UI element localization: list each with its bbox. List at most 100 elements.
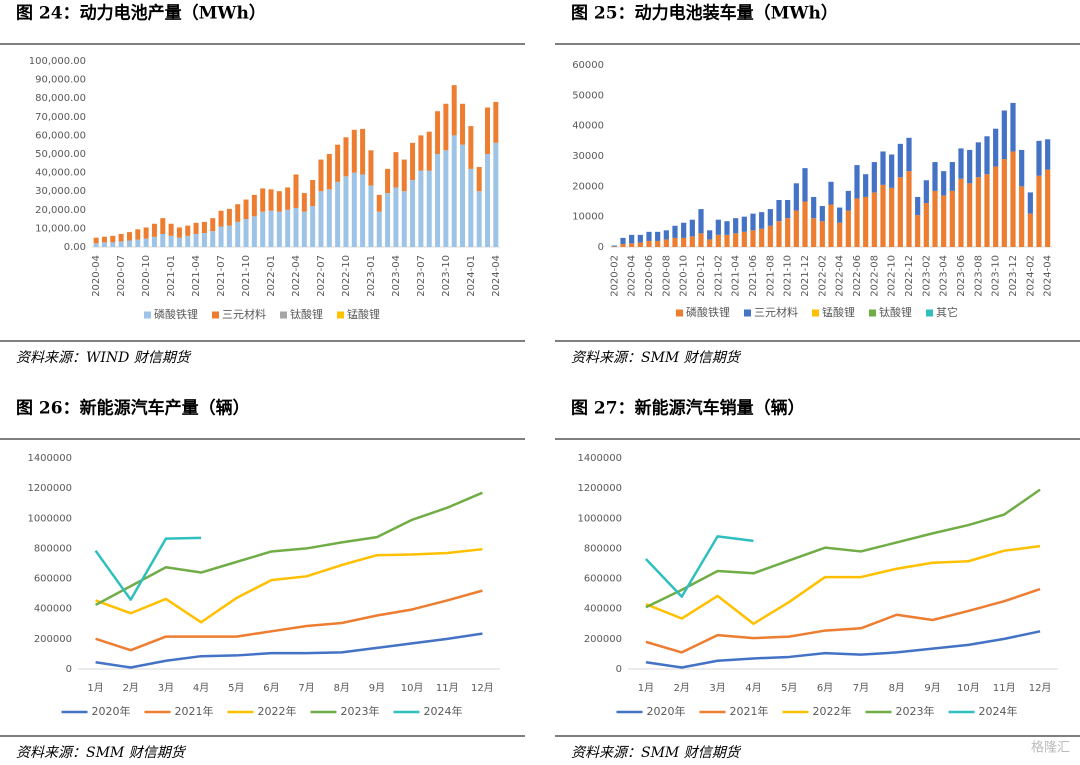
legend-swatch: [926, 309, 933, 317]
y-tick-label: 400000: [34, 604, 72, 615]
bar-segment: [268, 189, 274, 211]
y-tick-label: 40,000.00: [35, 168, 86, 179]
bar-segment: [698, 209, 704, 234]
bar-segment: [785, 199, 791, 219]
bar-segment: [759, 212, 765, 229]
legend-label: 钛酸锂: [879, 305, 912, 319]
bar-segment: [715, 234, 721, 247]
bar-segment: [168, 223, 174, 236]
bar-segment: [629, 243, 635, 247]
x-tick-label: 2023-04: [939, 255, 950, 297]
x-tick-label: 2024-04: [491, 255, 502, 297]
legend-label: 其它: [936, 305, 958, 319]
bar-segment: [837, 207, 843, 223]
bar-segment: [880, 151, 886, 185]
chart-title: 图 26：新能源汽车产量（辆）: [16, 398, 250, 419]
bar-segment: [135, 229, 141, 240]
source-note: 资料来源：SMM 财信期货: [16, 745, 187, 761]
watermark: 格隆汇: [1031, 740, 1070, 756]
bar-segment: [393, 187, 399, 247]
bar-segment: [802, 201, 808, 247]
bar-segment: [620, 243, 626, 247]
y-tick-label: 1000000: [577, 513, 622, 524]
series-line: [94, 536, 202, 601]
x-tick-label: 2022-08: [869, 255, 880, 297]
x-tick-label: 3月: [158, 682, 174, 694]
bar-segment: [724, 221, 730, 235]
bar-segment: [889, 187, 895, 247]
legend-label: 2024年: [979, 704, 1018, 718]
bar-segment: [326, 154, 332, 190]
x-tick-label: 2021-04: [731, 255, 742, 297]
x-tick-label: 2021-08: [765, 255, 776, 297]
chart-title: 图 24：动力电池产量（MWh）: [16, 3, 266, 24]
x-tick-label: 2020-10: [679, 255, 690, 297]
bar-segment: [663, 239, 669, 247]
bar-segment: [410, 142, 416, 181]
bar-segment: [811, 196, 817, 219]
legend: 磷酸铁锂 三元材料 锰酸锂 钛酸锂 其它: [676, 305, 958, 319]
x-tick-label: 8月: [334, 682, 350, 694]
bar-segment: [485, 107, 491, 154]
bar-segment: [897, 177, 903, 247]
series-line: [95, 547, 483, 624]
bar-segment: [967, 183, 973, 247]
legend-label: 磷酸铁锂: [154, 307, 198, 321]
y-tick-label: 40000: [572, 121, 604, 132]
bar-segment: [655, 231, 661, 241]
legend-label: 2024年: [424, 704, 463, 718]
bar-segment: [629, 234, 635, 244]
x-tick-label: 1月: [87, 682, 103, 694]
x-tick-label: 2023-06: [956, 255, 967, 297]
legend-swatch: [337, 311, 344, 319]
y-tick-label: 50,000.00: [35, 149, 86, 160]
legend-label: 钛酸锂: [290, 307, 323, 321]
bar-segment: [637, 242, 643, 247]
bar-segment: [110, 242, 116, 247]
bar-segment: [393, 152, 399, 188]
bar-segment: [210, 231, 216, 247]
bar-segment: [1027, 213, 1033, 247]
bar-segment: [915, 215, 921, 247]
legend-label: 2022年: [258, 704, 297, 718]
bar-segment: [160, 218, 166, 234]
bar-segment: [672, 225, 678, 238]
bar-segment: [785, 218, 791, 247]
y-tick-label: 10,000.00: [35, 223, 86, 234]
source-note: 资料来源：WIND 财信期货: [16, 350, 192, 366]
legend-swatch: [869, 309, 876, 317]
bar-segment: [1036, 140, 1042, 176]
bar-segment: [451, 85, 457, 136]
x-tick-label: 2023-02: [921, 255, 932, 297]
x-tick-label: 2023-07: [416, 255, 427, 297]
x-tick-label: 2021-01: [166, 255, 177, 297]
legend-label: 2022年: [813, 704, 852, 718]
series-line: [95, 632, 483, 669]
x-tick-label: 2023-12: [1008, 255, 1019, 297]
bar-segment: [1019, 186, 1025, 247]
bar-segment: [318, 191, 324, 247]
x-tick-label: 2024-02: [1025, 255, 1036, 297]
bar-segment: [1019, 149, 1025, 187]
bar-segment: [376, 194, 382, 212]
bar-segment: [185, 225, 191, 236]
y-tick-label: 800000: [34, 543, 72, 554]
bar-segment: [276, 191, 282, 212]
x-tick-label: 2021-06: [748, 255, 759, 297]
bar-segment: [251, 194, 257, 217]
bar-segment: [335, 181, 341, 247]
bar-segment: [915, 196, 921, 216]
bar-segment: [385, 193, 391, 247]
bar-segment: [932, 190, 938, 247]
bar-segment: [767, 225, 773, 247]
bar-segment: [218, 210, 224, 227]
y-tick-label: 200000: [584, 634, 622, 645]
bar-segment: [958, 148, 964, 179]
bar-segment: [1001, 159, 1007, 247]
bar-segment: [767, 209, 773, 226]
bar-segment: [1036, 175, 1042, 247]
bar-segment: [360, 174, 366, 247]
y-tick-label: 0: [598, 242, 604, 253]
y-tick-label: 70,000.00: [35, 112, 86, 123]
y-tick-label: 30000: [572, 151, 604, 162]
